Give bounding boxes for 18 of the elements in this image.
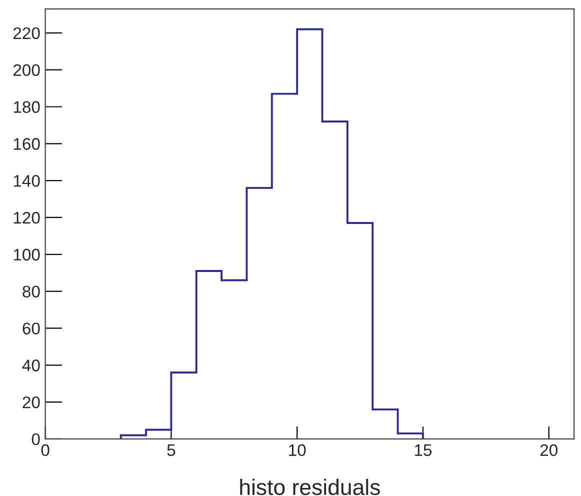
- y-tick-label: 160: [14, 138, 40, 150]
- x-tick-label: 15: [414, 444, 432, 456]
- y-tick-label: 200: [13, 64, 40, 76]
- x-tick-label: 5: [167, 444, 176, 456]
- y-tick-label: 140: [14, 174, 40, 187]
- y-tick-label: 180: [14, 101, 40, 113]
- y-tick-label: 80: [22, 286, 40, 298]
- x-tick-label: 10: [289, 444, 306, 456]
- y-tick-label: 100: [14, 248, 40, 261]
- x-axis-title: histo residuals: [240, 478, 380, 496]
- x-tick-label: 20: [540, 444, 558, 456]
- y-tick-label: 220: [13, 27, 40, 40]
- y-tick-label: 40: [22, 360, 40, 372]
- y-tick-label: 60: [22, 322, 40, 334]
- y-tick-label: 20: [22, 396, 40, 408]
- x-tick-label: 0: [41, 444, 50, 456]
- y-tick-label: 120: [14, 212, 40, 224]
- y-tick-label: 0: [32, 433, 40, 446]
